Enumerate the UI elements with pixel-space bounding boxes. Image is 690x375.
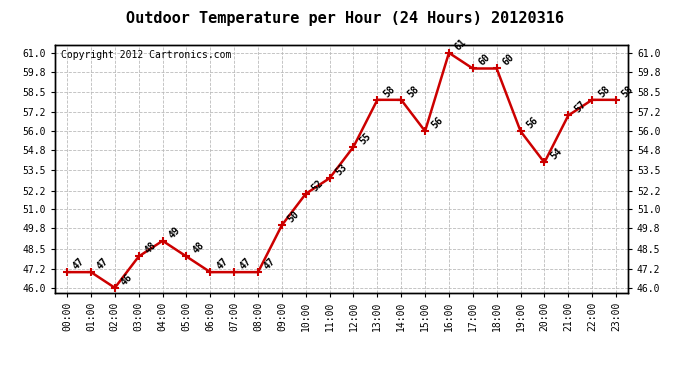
Text: 48: 48 bbox=[143, 240, 158, 256]
Text: 46: 46 bbox=[119, 272, 135, 287]
Text: 47: 47 bbox=[71, 256, 87, 272]
Text: 61: 61 bbox=[453, 37, 469, 52]
Text: 48: 48 bbox=[190, 240, 206, 256]
Text: 52: 52 bbox=[310, 178, 325, 193]
Text: 60: 60 bbox=[477, 53, 493, 68]
Text: 56: 56 bbox=[429, 115, 444, 130]
Text: 47: 47 bbox=[95, 256, 110, 272]
Text: Outdoor Temperature per Hour (24 Hours) 20120316: Outdoor Temperature per Hour (24 Hours) … bbox=[126, 11, 564, 26]
Text: 50: 50 bbox=[286, 209, 302, 224]
Text: 60: 60 bbox=[501, 53, 516, 68]
Text: 58: 58 bbox=[596, 84, 611, 99]
Text: 58: 58 bbox=[382, 84, 397, 99]
Text: 47: 47 bbox=[262, 256, 277, 272]
Text: 53: 53 bbox=[334, 162, 349, 177]
Text: 57: 57 bbox=[573, 99, 588, 115]
Text: 58: 58 bbox=[405, 84, 421, 99]
Text: 49: 49 bbox=[167, 225, 182, 240]
Text: 55: 55 bbox=[357, 130, 373, 146]
Text: 47: 47 bbox=[215, 256, 230, 272]
Text: 58: 58 bbox=[620, 84, 635, 99]
Text: 54: 54 bbox=[549, 146, 564, 162]
Text: 47: 47 bbox=[238, 256, 254, 272]
Text: Copyright 2012 Cartronics.com: Copyright 2012 Cartronics.com bbox=[61, 50, 231, 60]
Text: 56: 56 bbox=[524, 115, 540, 130]
